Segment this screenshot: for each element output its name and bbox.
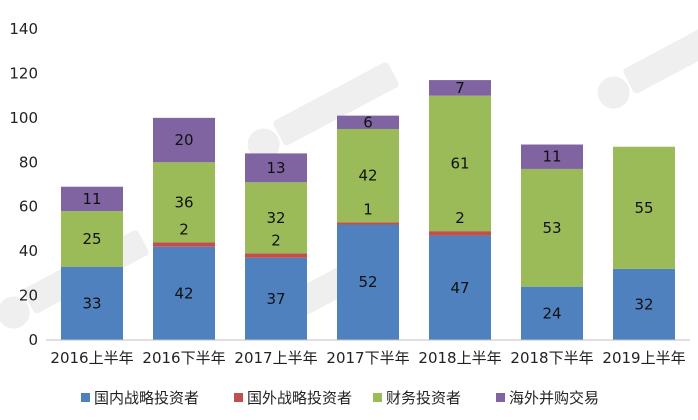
data-label: 20 (174, 131, 193, 149)
x-tick-label: 2016上半年 (50, 349, 133, 367)
bar-segment (153, 117, 215, 163)
bar-segment (521, 144, 583, 169)
bar-segment (153, 246, 215, 340)
bar-segment (61, 211, 123, 267)
data-label: 42 (358, 167, 377, 185)
bar-segment (429, 231, 491, 236)
data-label: 36 (174, 193, 193, 211)
x-tick-label: 2018上半年 (418, 349, 501, 367)
bar-segment (61, 186, 123, 212)
legend-swatch (496, 393, 505, 402)
y-tick-label: 0 (28, 331, 38, 349)
data-label: 25 (82, 230, 101, 248)
legend-label: 财务投资者 (386, 389, 461, 407)
data-label: 32 (634, 295, 653, 313)
bar-segment (429, 80, 491, 96)
legend-label: 海外并购交易 (509, 389, 599, 407)
bar-segment (429, 235, 491, 340)
data-label: 42 (174, 284, 193, 302)
data-label: 1 (363, 200, 373, 218)
data-label: 55 (634, 199, 653, 217)
legend-swatch (81, 393, 90, 402)
data-label: 52 (358, 273, 377, 291)
data-label: 6 (363, 113, 373, 131)
legend-swatch (373, 393, 382, 402)
bar-segment (245, 257, 307, 340)
x-tick-label: 2019上半年 (602, 349, 685, 367)
bar-segment (521, 168, 583, 287)
x-axis: 2016上半年 2016下半年 2017上半年 2017下半年 2018上半年 2018下… (46, 339, 690, 367)
data-label: 61 (450, 154, 469, 172)
data-label: 37 (266, 290, 285, 308)
y-tick-label: 120 (9, 64, 38, 82)
data-label: 11 (82, 190, 101, 208)
data-label: 33 (82, 294, 101, 312)
bar-segment (521, 286, 583, 340)
data-label: 7 (455, 79, 465, 97)
bar-segment (337, 115, 399, 129)
y-tick-label: 80 (19, 153, 38, 171)
legend-label: 国内战略投资者 (94, 389, 199, 407)
y-tick-label: 100 (9, 109, 38, 127)
legend-swatch (234, 393, 243, 402)
bar-segment (429, 95, 491, 232)
y-tick-label: 40 (19, 242, 38, 260)
data-label: 2 (179, 220, 189, 238)
bar-segment (337, 222, 399, 225)
bars (61, 80, 675, 340)
bar-segment (337, 224, 399, 340)
data-label: 24 (542, 304, 561, 322)
y-tick-label: 20 (19, 287, 38, 305)
data-label: 32 (266, 209, 285, 227)
data-label: 2 (271, 231, 281, 249)
legend-label: 国外战略投资者 (247, 389, 352, 407)
data-labels: 33 25 11 42 2 36 20 37 2 32 13 52 1 42 6 47 2 61 7 24 53 11 32… (82, 79, 653, 322)
bar-segment (245, 253, 307, 258)
bar-segment (613, 268, 675, 340)
bar-segment (613, 146, 675, 269)
x-tick-label: 2016下半年 (142, 349, 225, 367)
bar-segment (61, 266, 123, 340)
y-tick-label: 140 (9, 20, 38, 38)
bar-segment (245, 153, 307, 183)
legend: 国内战略投资者 国外战略投资者 财务投资者 海外并购交易 (81, 389, 599, 407)
bar-segment (245, 182, 307, 254)
y-tick-label: 60 (19, 198, 38, 216)
bar-segment (337, 128, 399, 223)
data-label: 11 (542, 148, 561, 166)
x-tick-label: 2018下半年 (510, 349, 593, 367)
data-label: 47 (450, 279, 469, 297)
data-label: 13 (266, 159, 285, 177)
x-tick-label: 2017下半年 (326, 349, 409, 367)
data-label: 2 (455, 209, 465, 227)
bar-segment (153, 242, 215, 247)
x-tick-label: 2017上半年 (234, 349, 317, 367)
data-label: 53 (542, 219, 561, 237)
bar-segment (153, 162, 215, 243)
y-axis: 0 20 40 60 80 100 120 140 (9, 20, 38, 349)
